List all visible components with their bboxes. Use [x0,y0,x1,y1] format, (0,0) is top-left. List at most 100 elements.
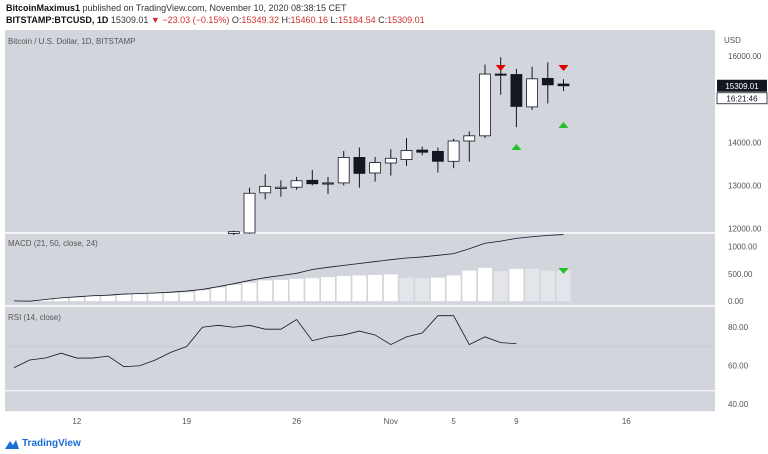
macd-histogram-bar [116,294,131,302]
time-tick-label: Nov [384,417,398,426]
candle-body [494,73,507,76]
candle-body [274,186,287,189]
low-value: 15184.54 [338,15,376,25]
macd-histogram-bar [242,282,257,302]
candle-body [447,140,460,162]
macd-histogram-bar [383,274,398,302]
candle-body [526,78,538,108]
macd-histogram-bar [69,297,84,302]
author-name[interactable]: BitcoinMaximus1 [6,3,81,13]
macd-histogram-bar [368,274,383,302]
macd-histogram-bar [478,267,492,302]
last-price: 15309.01 [110,15,149,25]
countdown-label: 16:21:46 [726,94,758,103]
macd-title: MACD (21, 50, close, 24) [8,239,98,248]
candle-body [322,182,334,185]
candle-body [290,180,303,188]
time-tick-label: 26 [292,417,301,426]
macd-histogram-bar [85,296,100,302]
time-tick-label: 9 [514,417,519,426]
open-label: O: [231,15,242,25]
candle-body [243,192,256,234]
time-tick-label: 19 [182,417,191,426]
price-tick-label: 12000.00 [728,225,762,234]
macd-histogram-bar [226,284,241,302]
candle-body [463,135,476,142]
candle-body [416,149,429,153]
price-pane: 16000.0015000.0014000.0013000.0012000.00… [227,52,768,236]
chart-canvas[interactable]: Bitcoin / U.S. Dollar, 1D, BITSTAMP USD … [0,30,768,430]
candle-body [400,150,413,160]
footer: TradingView [0,430,768,454]
time-tick-label: 5 [451,417,456,426]
main-pane-title: Bitcoin / U.S. Dollar, 1D, BITSTAMP [8,37,135,46]
tradingview-logo-icon [5,439,19,449]
price-tag [717,79,767,92]
macd-histogram-bar [540,270,555,302]
open-value: 15349.32 [241,15,279,25]
candle-body [337,157,350,184]
sell-signal-marker [558,65,569,71]
macd-histogram-bar [273,279,288,302]
macd-tick-label: 0.00 [728,297,744,306]
macd-histogram-bar [336,276,351,302]
brand-name: TradingView [22,438,81,449]
rsi-title: RSI (14, close) [8,313,61,322]
candle-body [384,157,397,164]
macd-tick-label: 500.00 [728,270,753,279]
macd-histogram-bar [211,287,226,302]
tradingview-logo[interactable]: TradingView [5,438,81,449]
time-tick-label: 12 [72,417,81,426]
rsi-line [13,315,517,369]
candle-body [431,150,444,162]
macd-histogram-bar [525,268,540,302]
time-tick-label: 16 [622,417,631,426]
candle-body [306,179,319,185]
buy-signal-marker [511,144,522,150]
close-value: 15309.01 [387,15,425,25]
ohlc-line: BITSTAMP:BTCUSD, 1D 15309.01 ▼ −23.03 (−… [6,15,425,25]
macd-histogram-bar [446,275,461,302]
buy-signal-marker [558,122,569,128]
macd-histogram-bar [258,280,273,302]
published-text: published on TradingView.com, November 1… [82,3,347,13]
macd-histogram-bar [132,294,147,302]
macd-histogram-bar [148,293,163,302]
candle-body [557,83,570,87]
macd-line [13,234,564,302]
publish-line: BitcoinMaximus1 published on TradingView… [6,3,347,13]
macd-histogram-bar [305,278,320,302]
symbol-label: BITSTAMP:BTCUSD, 1D [6,15,109,25]
macd-histogram-bar [352,275,367,302]
price-change: ▼ −23.03 (−0.15%) [150,15,230,25]
macd-histogram-bar [430,277,445,302]
macd-pane: 1000.00 500.00 0.00 [13,234,757,306]
candle-body [353,157,366,174]
macd-tick-label: 1000.00 [728,243,757,252]
high-label: H: [281,15,291,25]
price-tick-label: 14000.00 [728,138,762,147]
low-label: L: [330,15,339,25]
rsi-pane: 80.00 60.00 40.00 [5,315,749,409]
macd-histogram-bar [38,299,53,302]
macd-histogram-bar [195,290,210,302]
axes: 12 19 26 Nov 5 9 16 [72,417,631,426]
macd-signal-marker [558,268,569,274]
candle-body [369,162,382,174]
macd-histogram-bar [493,271,508,302]
macd-histogram-bar [415,278,430,302]
price-tick-label: 13000.00 [728,181,762,190]
macd-histogram-bar [54,298,69,302]
close-label: C: [378,15,388,25]
macd-histogram-bar [509,268,524,302]
candle-body [541,77,554,86]
high-value: 15460.16 [290,15,329,25]
macd-histogram-bar [164,292,178,302]
macd-histogram-bar [179,292,194,302]
macd-histogram-bar [321,277,335,302]
rsi-tick-label: 80.00 [728,323,749,332]
macd-histogram-bar [289,278,304,302]
countdown-tag [716,92,768,105]
macd-histogram-bar [101,295,116,302]
candle-body [510,74,523,107]
